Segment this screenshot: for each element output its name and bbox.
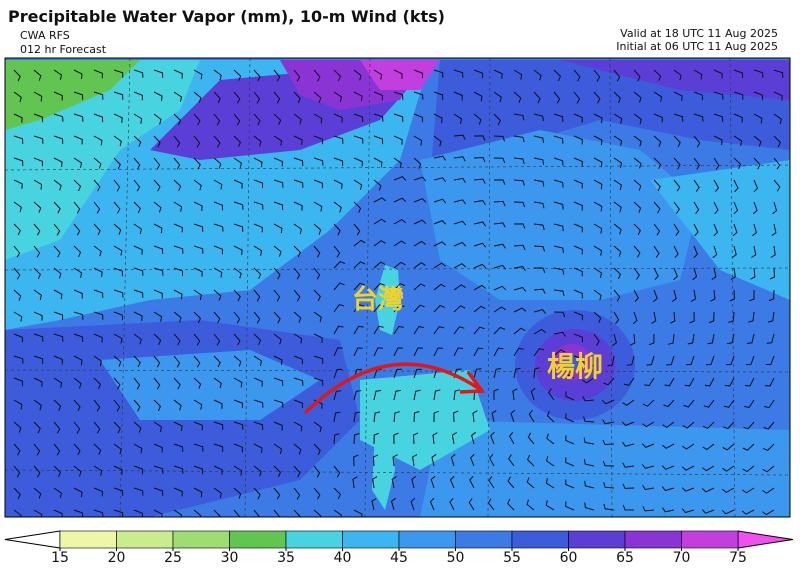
colorbar-segment	[116, 530, 174, 549]
colorbar-tick-label: 65	[616, 550, 634, 566]
colorbar-segment	[342, 530, 400, 549]
colorbar-tick-label: 55	[503, 550, 521, 566]
colorbar-segment	[172, 530, 230, 549]
colorbar-tick-label: 35	[277, 550, 295, 566]
colorbar-segment	[568, 530, 626, 549]
colorbar-over	[737, 530, 794, 549]
colorbar: 15 20 25 30 35 40 45 50 55 60 65 70 75	[4, 530, 794, 566]
colorbar-tick-label: 75	[729, 550, 747, 566]
typhoon-label: 楊柳	[547, 350, 603, 383]
colorbar-tick-label: 15	[51, 550, 69, 566]
colorbar-tick-label: 20	[108, 550, 126, 566]
colorbar-segment	[624, 530, 682, 549]
model: CWA RFS	[20, 29, 70, 42]
colorbar-tick-label: 45	[390, 550, 408, 566]
colorbar-tick-label: 40	[334, 550, 352, 566]
colorbar-tick-label: 30	[221, 550, 239, 566]
colorbar-tick-label: 25	[164, 550, 182, 566]
colorbar-tick-label: 60	[560, 550, 578, 566]
colorbar-segment	[455, 530, 513, 549]
colorbar-segment	[398, 530, 456, 549]
forecast: 012 hr Forecast	[20, 43, 107, 56]
map-frame	[4, 57, 791, 518]
colorbar-tick-label: 70	[673, 550, 691, 566]
colorbar-segment	[285, 530, 343, 549]
colorbar-segment	[511, 530, 569, 549]
map: 台灣 楊柳	[5, 58, 790, 517]
taiwan-label: 台灣	[352, 284, 404, 315]
colorbar-segment	[229, 530, 287, 549]
colorbar-under	[4, 530, 61, 549]
colorbar-segment	[681, 530, 739, 549]
colorbar-tick-label: 50	[447, 550, 465, 566]
colorbar-segment	[59, 530, 117, 549]
title: Precipitable Water Vapor (mm), 10-m Wind…	[8, 7, 445, 26]
initial-time: Initial at 06 UTC 11 Aug 2025	[616, 40, 778, 53]
valid-time: Valid at 18 UTC 11 Aug 2025	[620, 27, 778, 40]
